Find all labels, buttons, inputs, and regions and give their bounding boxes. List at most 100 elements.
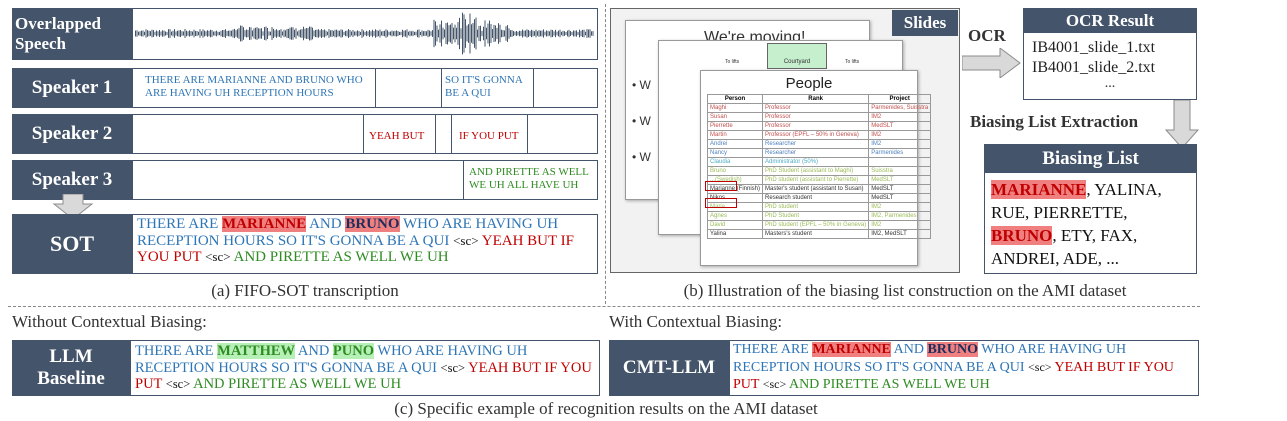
waveform-bar [475, 17, 477, 50]
table-cell: Bruno [706, 166, 764, 176]
waveform-bar [210, 29, 211, 38]
horizontal-divider [8, 306, 1200, 307]
waveform-bar [244, 30, 246, 37]
slide-bullets: • W • W • W [632, 78, 651, 164]
table-cell: Susan [706, 112, 764, 122]
waveform-bar [366, 30, 367, 37]
cmt-text-3: WHO ARE HAVING UH RECEPTION HOURS SO IT'… [733, 342, 1127, 375]
table-row: Claudia Administrator (50%) [706, 157, 932, 167]
waveform-bar [267, 27, 268, 40]
waveform-bar [429, 30, 430, 37]
table-cell: IM2 [868, 202, 932, 212]
waveform-bar [373, 31, 375, 36]
waveform-bar [393, 31, 394, 36]
table-row: Susan Professor IM2 [706, 112, 932, 122]
waveform-bar [511, 30, 513, 37]
waveform-bar [315, 29, 316, 38]
speaker-3-label: Speaker 3 [31, 169, 113, 190]
table-cell: Pierrette [706, 121, 764, 131]
waveform-bar [583, 29, 585, 38]
table-row: ...(Swedish) PhD student (assistant to Pi… [706, 175, 932, 185]
waveform-bar [522, 29, 523, 38]
ocr-label: OCR [968, 26, 1006, 45]
sot-sc-token-1: <sc> [453, 232, 479, 248]
waveform-bar [345, 30, 346, 37]
row-label-speaker-3: Speaker 3 [12, 160, 132, 200]
speaker-2-label: Speaker 2 [31, 123, 113, 144]
waveform-bar [280, 29, 282, 38]
waveform-bar [478, 25, 480, 42]
baseline-text-4b: IF YOU PUT [135, 359, 592, 393]
waveform-bar [390, 31, 391, 36]
ocr-result-title: OCR Result [1024, 9, 1196, 33]
heading-with-biasing: With Contextual Biasing: [609, 312, 783, 331]
waveform-bar [291, 27, 292, 40]
waveform-bar [423, 31, 424, 36]
waveform-bar [388, 31, 390, 36]
waveform-bar [427, 29, 429, 38]
waveform-bar [265, 26, 267, 41]
sot-text-5: AND PIRETTE AS WELL WE UH [230, 249, 449, 265]
baseline-sc-token-2: <sc> [165, 377, 191, 391]
speaker-3-lane: AND PIRETTE AS WELL WE UH ALL HAVE UH [132, 160, 598, 200]
sot-name-2: BRUNO [345, 216, 400, 232]
waveform-bar [531, 29, 532, 38]
table-cell: Maghi [706, 103, 764, 113]
waveform-bar [223, 30, 225, 37]
segment-boundary [441, 69, 442, 107]
waveform-bar [292, 27, 294, 40]
cmt-llm-label: CMT-LLM [622, 357, 716, 378]
ocr-line-1: IB4001_slide_1.txt [1032, 39, 1156, 56]
waveform-bar [186, 30, 187, 37]
waveform-bar [402, 29, 403, 38]
waveform-bar [229, 30, 231, 37]
waveform-bar [421, 30, 423, 37]
waveform-bar [394, 30, 396, 37]
waveform-bar [138, 31, 139, 36]
waveform-bar [484, 20, 486, 47]
waveform-bar [241, 25, 243, 42]
cmt-text-4: YEAH BUT [1051, 359, 1129, 375]
waveform-bar [204, 30, 205, 37]
waveform-bar [384, 30, 385, 37]
table-cell: MedSLT [868, 175, 932, 185]
waveform [135, 12, 594, 55]
table-row: Nancy Researcher Parmenides [706, 148, 932, 158]
waveform-bar [261, 28, 262, 39]
waveform-bar [567, 30, 568, 37]
biasing-list-box: Biasing List MARIANNE, YALINA, RUE, PIER… [984, 144, 1197, 274]
waveform-bar [331, 30, 333, 37]
waveform-bar [591, 31, 592, 36]
waveform-bar [228, 30, 229, 37]
table-cell: PhD student (EPFL – 50% in Geneva) [762, 220, 870, 230]
waveform-bar [376, 30, 378, 37]
waveform-bar [483, 26, 484, 41]
table-cell: Professor [762, 112, 870, 122]
slides-label: Slides [903, 13, 947, 32]
cmt-text-4b: IF YOU PUT [733, 359, 1174, 393]
waveform-bar [562, 30, 564, 37]
waveform-bar [219, 31, 220, 36]
waveform-bar [252, 30, 253, 37]
waveform-bar [298, 30, 300, 37]
waveform-bar [243, 27, 244, 40]
waveform-bar [150, 31, 151, 36]
baseline-transcript: THERE ARE MATTHEW AND PUNO WHO ARE HAVIN… [130, 340, 600, 396]
waveform-bar [310, 26, 312, 41]
waveform-bar [316, 29, 318, 38]
waveform-bar [357, 30, 358, 37]
biasing-text-4: ANDREI, ADE, ... [991, 249, 1119, 268]
biasing-name-2: BRUNO [991, 226, 1053, 245]
baseline-text-5: AND PIRETTE AS WELL WE UH [190, 376, 402, 392]
waveform-bar [226, 31, 228, 36]
baseline-name-1: MATTHEW [217, 343, 296, 359]
table-cell: MedSLT [868, 193, 932, 203]
waveform-bar [456, 27, 457, 40]
waveform-bar [162, 30, 163, 37]
waveform-bar [462, 12, 463, 55]
speaker-1-lane: THERE ARE MARIANNE AND BRUNO WHO ARE HAV… [132, 68, 598, 108]
table-cell: IM2 [868, 220, 932, 230]
waveform-bar [304, 28, 306, 39]
waveform-bar [187, 31, 189, 36]
waveform-bar [520, 31, 522, 36]
